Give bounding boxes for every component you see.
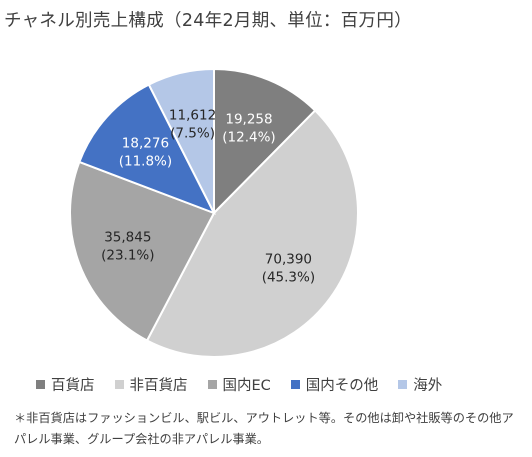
legend-item-0: 百貨店 [36, 374, 95, 395]
legend-swatch-1 [114, 380, 124, 389]
legend-item-3: 国内その他 [290, 374, 379, 395]
slice-percent-label-0: (12.4%) [222, 130, 275, 146]
chart-title: チャネル別売上構成（24年2月期、単位：百万円） [4, 11, 412, 31]
slice-percent-label-3: (11.8%) [119, 153, 172, 169]
legend-swatch-3 [290, 380, 300, 389]
slice-percent-label-4: (7.5%) [170, 125, 215, 141]
legend: 百貨店 非百貨店 国内EC 国内その他 海外 [36, 374, 462, 395]
footnote: ＊非百貨店はファッションビル、駅ビル、アウトレット等。その他は卸や社販等のその他… [14, 411, 514, 446]
legend-swatch-0 [36, 380, 45, 389]
slice-value-label-2: 35,845 [104, 230, 151, 246]
slice-percent-label-1: (45.3%) [262, 269, 315, 285]
legend-label-2: 国内EC [222, 378, 271, 394]
legend-label-1: 非百貨店 [129, 378, 188, 394]
slice-value-label-4: 11,612 [169, 107, 216, 123]
legend-label-0: 百貨店 [51, 378, 95, 394]
pie-slice-4 [147, 67, 215, 214]
pie-chart: 19,258 (12.4%) 70,390 (45.3%) 35,845 (23.1%) 1… [69, 67, 359, 358]
pie-slice-3 [78, 83, 217, 215]
legend-item-2: 国内EC [207, 374, 271, 395]
pie-slice-2 [69, 160, 216, 342]
pie-slice-1 [145, 109, 359, 358]
legend-label-4: 海外 [413, 378, 443, 394]
slice-value-label-3: 18,276 [122, 135, 169, 151]
slice-value-label-0: 19,258 [225, 112, 272, 128]
slice-value-label-1: 70,390 [265, 251, 312, 267]
pie-slice-0 [213, 67, 317, 216]
legend-swatch-4 [398, 380, 408, 389]
legend-item-1: 非百貨店 [114, 374, 188, 395]
slice-percent-label-2: (23.1%) [101, 248, 154, 264]
legend-label-3: 国内その他 [305, 378, 379, 394]
legend-item-4: 海外 [398, 374, 442, 395]
legend-swatch-2 [207, 380, 217, 389]
